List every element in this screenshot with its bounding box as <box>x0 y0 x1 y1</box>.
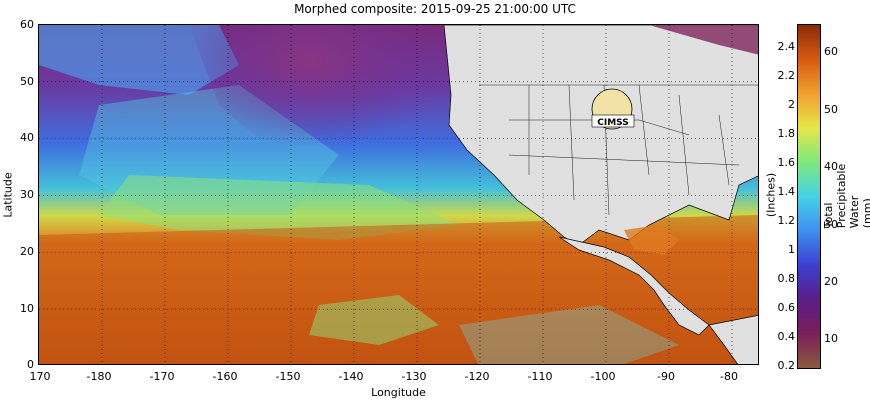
state-borders <box>479 84 758 216</box>
lon-tick: -100 <box>590 370 616 383</box>
graticule <box>39 25 758 364</box>
inch-tick: 1.6 <box>777 156 796 169</box>
green-band <box>99 175 459 240</box>
dry-air-mass <box>189 25 459 200</box>
inch-tick: 1.8 <box>777 127 796 140</box>
south-america-land <box>708 315 758 364</box>
inch-tick: 0.6 <box>777 301 796 314</box>
inch-tick: 0.2 <box>777 359 796 372</box>
inch-tick: 0.4 <box>777 330 796 343</box>
moist-plume-west <box>39 25 239 95</box>
inches-axis-label: (Inches) <box>764 172 778 218</box>
lat-tick: 20 <box>20 245 34 258</box>
tpw-map: CIMSS <box>38 24 759 365</box>
tropical-moisture <box>39 215 758 364</box>
inch-tick: 2 <box>788 98 795 111</box>
y-axis-label: Latitude <box>1 172 15 218</box>
inch-tick: 2.4 <box>777 40 796 53</box>
mm-tick: 20 <box>824 275 838 288</box>
cimss-logo-text: CIMSS <box>597 118 628 128</box>
lon-tick: -160 <box>212 370 238 383</box>
canada-dry-air <box>649 25 758 55</box>
colorbar <box>797 24 821 369</box>
mm-tick: 10 <box>824 332 838 345</box>
lon-tick: -170 <box>149 370 175 383</box>
inch-tick: 0.8 <box>777 272 796 285</box>
lat-tick: 50 <box>20 75 34 88</box>
tpw-axis-label: Total Precipitable Water (mm) <box>822 163 870 229</box>
lon-tick: -80 <box>720 370 738 383</box>
lon-tick: -90 <box>657 370 675 383</box>
lon-tick: -120 <box>464 370 490 383</box>
lat-tick: 30 <box>20 188 34 201</box>
cyan-patch-south <box>459 305 679 364</box>
inch-tick: 1.2 <box>777 214 796 227</box>
lon-tick: -130 <box>401 370 427 383</box>
lat-tick: 40 <box>20 131 34 144</box>
mm-tick: 50 <box>824 103 838 116</box>
lon-tick: -150 <box>275 370 301 383</box>
lat-tick: 0 <box>27 358 34 371</box>
map-canvas: CIMSS <box>39 25 758 364</box>
cimss-logo: CIMSS <box>591 88 635 130</box>
inch-tick: 1 <box>788 243 795 256</box>
lon-tick: 170 <box>29 370 51 383</box>
gulf-of-mexico <box>624 225 679 255</box>
lon-tick: -180 <box>86 370 112 383</box>
green-patch-south <box>309 295 439 345</box>
x-axis-label: Longitude <box>371 386 426 399</box>
north-america-land <box>443 25 758 246</box>
inch-tick: 1.4 <box>777 185 796 198</box>
inch-tick: 2.2 <box>777 69 796 82</box>
central-america-land <box>558 236 710 336</box>
mm-tick: 60 <box>824 45 838 58</box>
lat-tick: 60 <box>20 18 34 31</box>
mm-tick: 40 <box>824 160 838 173</box>
lon-tick: -140 <box>338 370 364 383</box>
figure-title: Morphed composite: 2015-09-25 21:00:00 U… <box>294 2 576 16</box>
lat-tick: 10 <box>20 302 34 315</box>
lon-tick: -110 <box>527 370 553 383</box>
mm-tick: 30 <box>824 218 838 231</box>
